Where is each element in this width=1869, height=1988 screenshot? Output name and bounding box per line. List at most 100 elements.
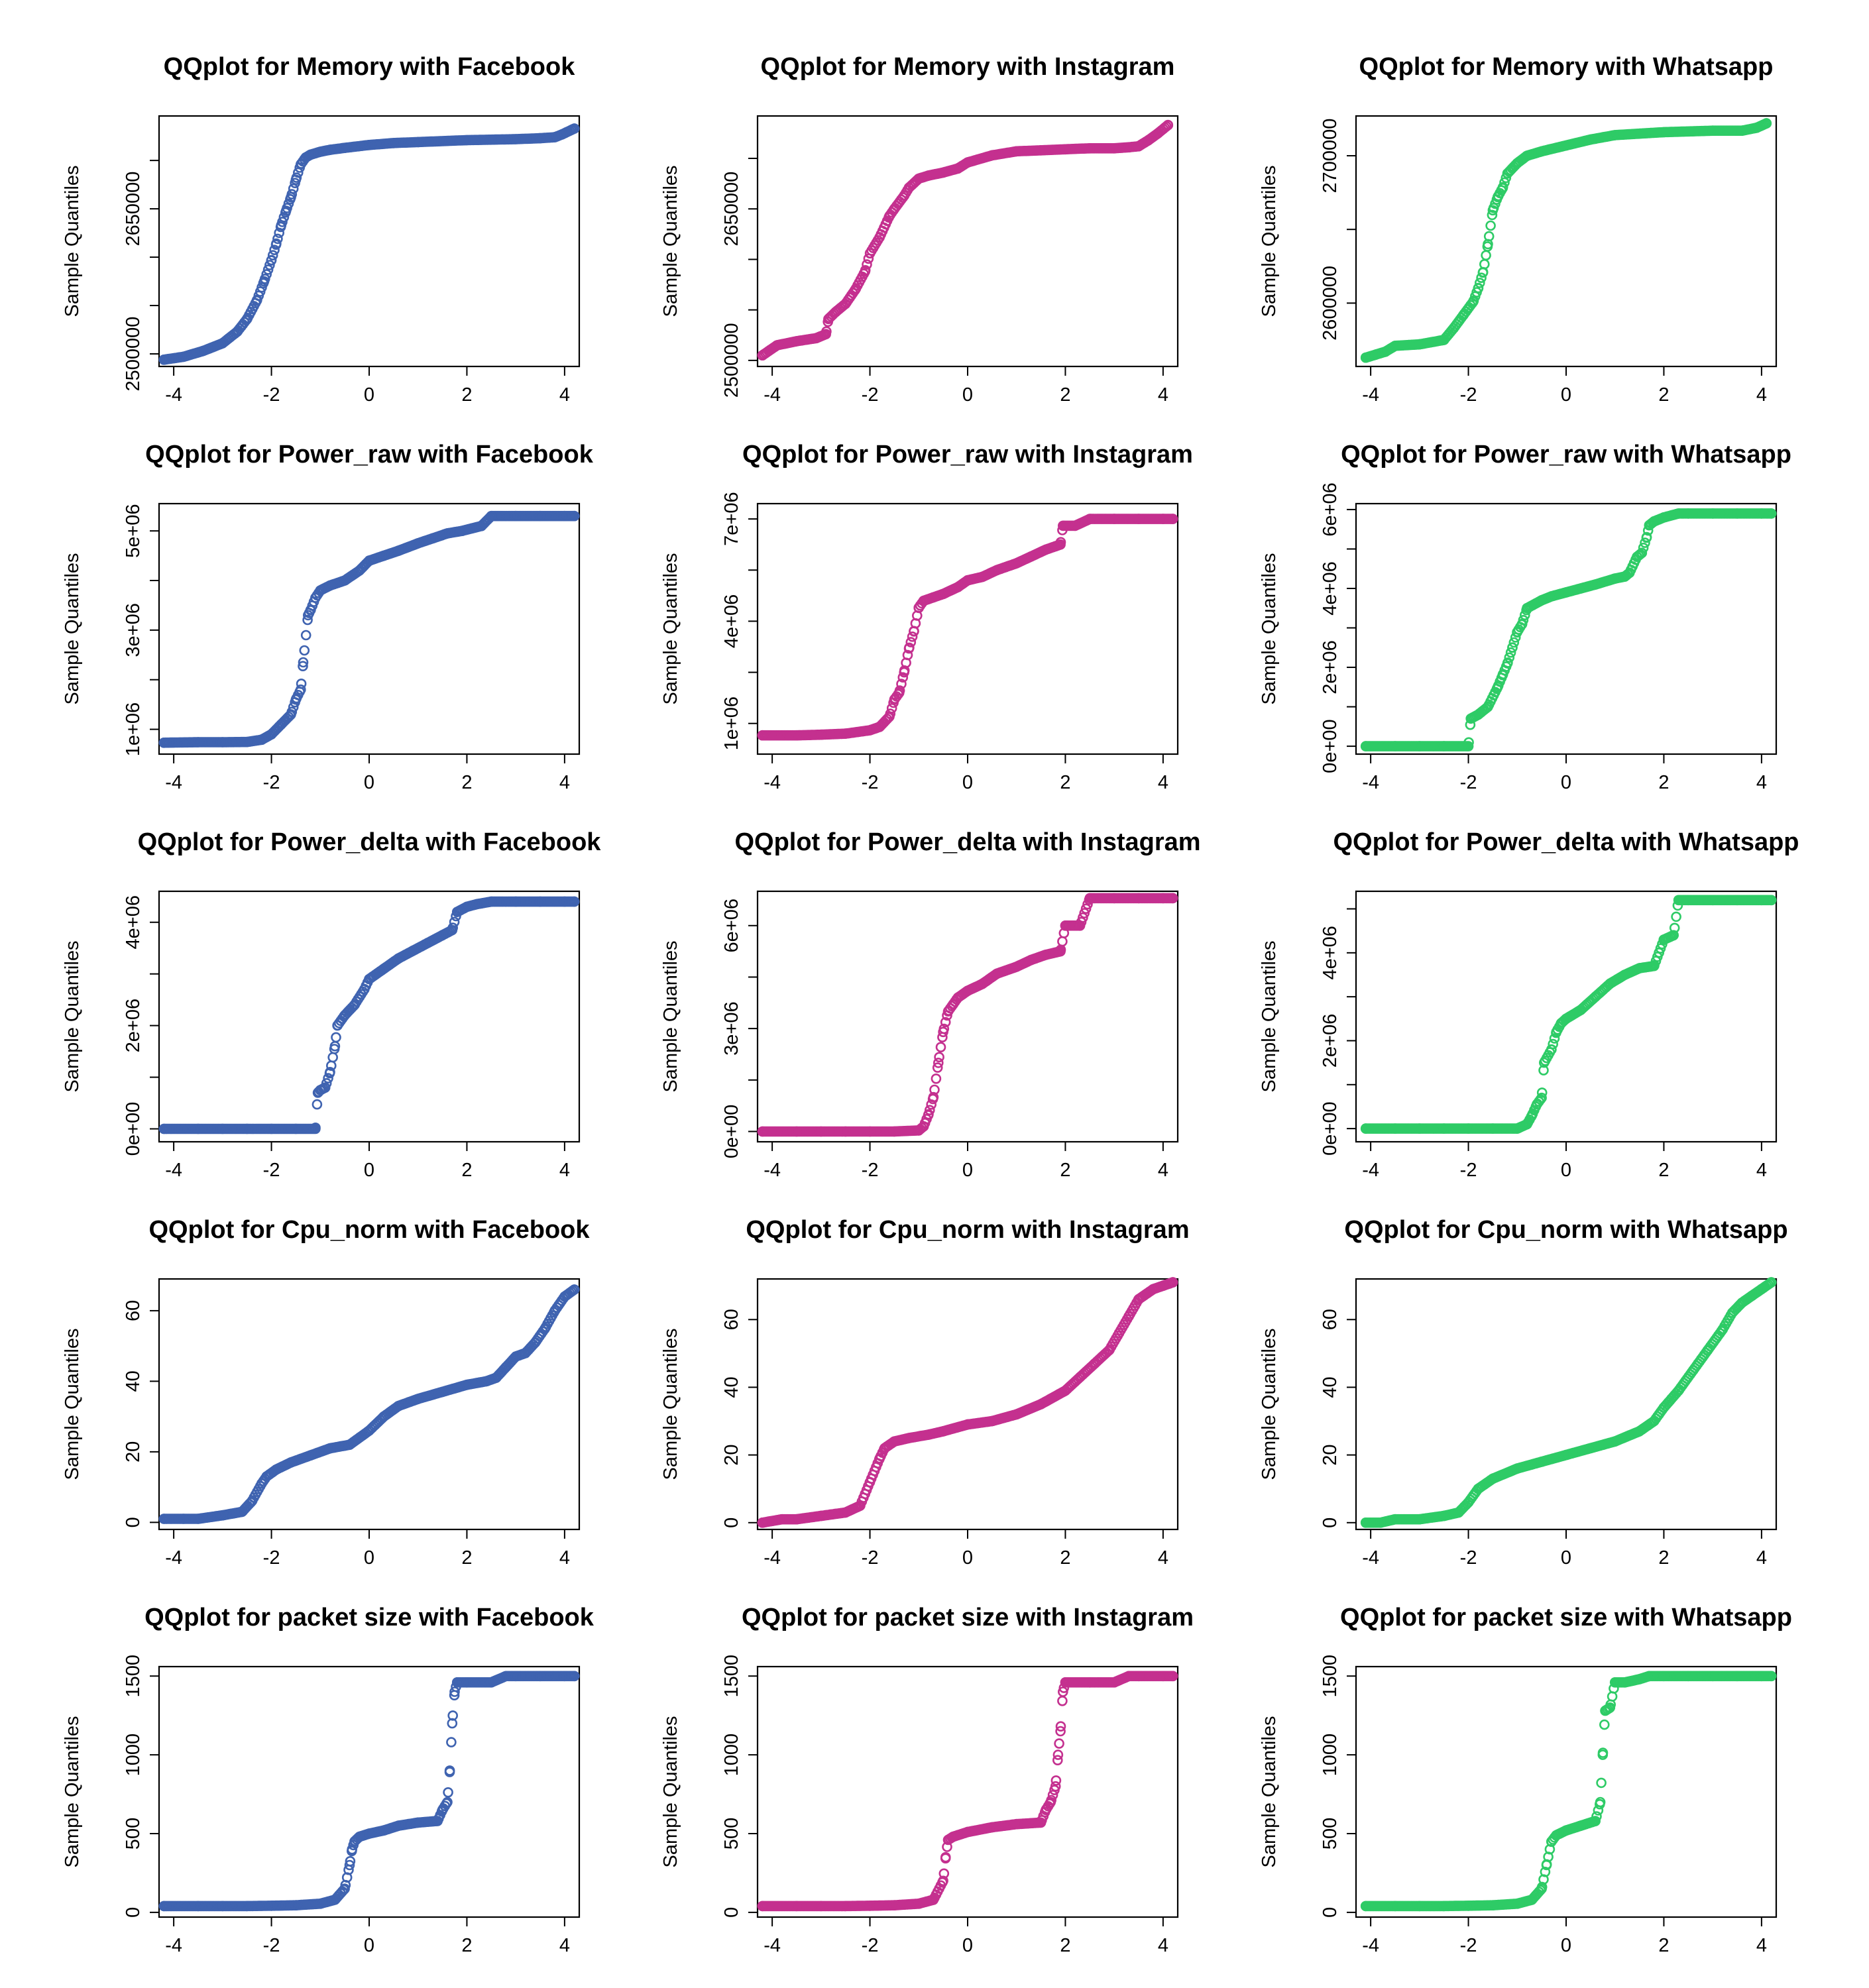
qq-point [903, 182, 915, 193]
x-tick-label: 4 [1756, 1935, 1767, 1956]
y-tick-label: 4e+06 [721, 594, 742, 648]
qq-point [178, 351, 189, 362]
qq-point [874, 232, 885, 243]
chart-title: QQplot for Power_raw with Facebook [145, 441, 594, 469]
x-tick-label: 4 [1158, 384, 1168, 406]
y-tick-label: 1500 [1320, 1655, 1341, 1698]
y-tick-label: 0e+00 [721, 1105, 742, 1158]
x-tick-label: 2 [1060, 772, 1070, 793]
x-tick-label: 0 [364, 1547, 374, 1569]
qq-point [1390, 741, 1400, 751]
x-tick-label: -4 [764, 1160, 781, 1181]
qq-point [1011, 558, 1022, 569]
qq-point [757, 730, 768, 741]
x-tick-label: 0 [1561, 384, 1571, 406]
y-tick-label: 0 [123, 1907, 144, 1918]
qq-point [905, 637, 917, 647]
qq-point [378, 550, 389, 561]
qq-point [1476, 272, 1487, 284]
qq-point [1057, 1696, 1068, 1706]
y-tick-label: 0 [721, 1518, 742, 1528]
plot-frame [756, 1278, 1179, 1531]
x-tick-label: -4 [764, 384, 781, 406]
qq-point [298, 661, 308, 672]
x-tick-label: -2 [263, 384, 280, 406]
x-tick-label: -4 [1362, 384, 1379, 406]
qq-point [860, 266, 870, 277]
qq-point [1390, 341, 1400, 351]
y-axis-label: Sample Quantiles [62, 1329, 83, 1480]
y-tick-label: 500 [1320, 1818, 1341, 1850]
qq-point [1599, 1719, 1610, 1730]
qq-point [1522, 602, 1532, 614]
qq-point [302, 614, 313, 626]
x-tick-label: 2 [1060, 384, 1070, 406]
x-tick-label: -2 [263, 772, 280, 793]
qq-point [271, 238, 282, 249]
qq-point [1041, 544, 1051, 555]
y-tick-label: 2700000 [1320, 119, 1341, 193]
qq-point [962, 157, 973, 168]
qq-point [1475, 278, 1485, 288]
x-tick-label: 4 [559, 1935, 570, 1956]
x-tick-label: 2 [461, 384, 472, 406]
qq-point [476, 520, 487, 531]
y-tick-label: 40 [123, 1370, 144, 1392]
x-tick-label: -4 [1362, 1160, 1379, 1181]
x-tick-label: 4 [559, 1547, 570, 1569]
y-tick-label: 7e+06 [721, 492, 742, 545]
qq-point [757, 350, 768, 361]
x-tick-label: 0 [962, 1935, 973, 1956]
qq-point [977, 571, 988, 582]
qq-points [158, 510, 580, 748]
qq-point [1505, 647, 1516, 658]
y-tick-label: 60 [123, 1300, 144, 1321]
x-tick-label: 0 [1561, 1935, 1571, 1956]
y-tick-label: 3e+06 [721, 1001, 742, 1055]
y-tick-label: 4e+06 [1320, 926, 1341, 979]
qq-point [266, 254, 277, 266]
qqplot-panel: QQplot for Cpu_norm with WhatsappSample … [1259, 1216, 1788, 1569]
qq-point [811, 333, 822, 344]
qq-point [264, 260, 275, 270]
y-axis-label: Sample Quantiles [1259, 941, 1280, 1093]
qq-point [198, 345, 209, 357]
qq-point [290, 694, 302, 705]
qq-point [466, 523, 477, 534]
x-tick-label: 0 [364, 384, 374, 406]
plot-frame [1355, 502, 1778, 755]
qq-point [1057, 936, 1068, 947]
qq-point [850, 284, 861, 296]
x-tick-label: 4 [559, 1160, 570, 1181]
qq-point [1640, 537, 1650, 548]
x-tick-label: -4 [165, 1547, 182, 1569]
qq-point [816, 729, 826, 740]
x-tick-label: -2 [1460, 384, 1477, 406]
y-axis-label: Sample Quantiles [62, 1716, 83, 1868]
qq-point [1487, 205, 1499, 216]
qq-point [864, 725, 876, 736]
qq-point [557, 129, 568, 140]
qq-point [286, 192, 296, 203]
x-tick-label: -4 [165, 772, 182, 793]
x-tick-label: 4 [1158, 1160, 1168, 1181]
qq-point [1751, 123, 1762, 133]
qq-point [535, 510, 545, 522]
x-tick-label: 2 [461, 772, 472, 793]
qq-point [862, 259, 872, 270]
x-tick-label: 0 [1561, 772, 1571, 793]
y-tick-label: 4e+06 [1320, 561, 1341, 615]
qq-points [1360, 1277, 1777, 1528]
qq-point [325, 144, 335, 155]
qq-point [1575, 583, 1586, 594]
y-tick-label: 500 [123, 1818, 144, 1850]
y-tick-label: 2650000 [721, 172, 742, 247]
qq-point [1736, 125, 1748, 136]
qq-point [443, 1787, 453, 1798]
qq-points [757, 1671, 1178, 1912]
qq-point [300, 630, 312, 641]
qq-point [931, 1074, 942, 1084]
x-tick-label: -2 [862, 1160, 879, 1181]
qq-point [1536, 146, 1547, 157]
y-axis-label: Sample Quantiles [62, 553, 83, 705]
